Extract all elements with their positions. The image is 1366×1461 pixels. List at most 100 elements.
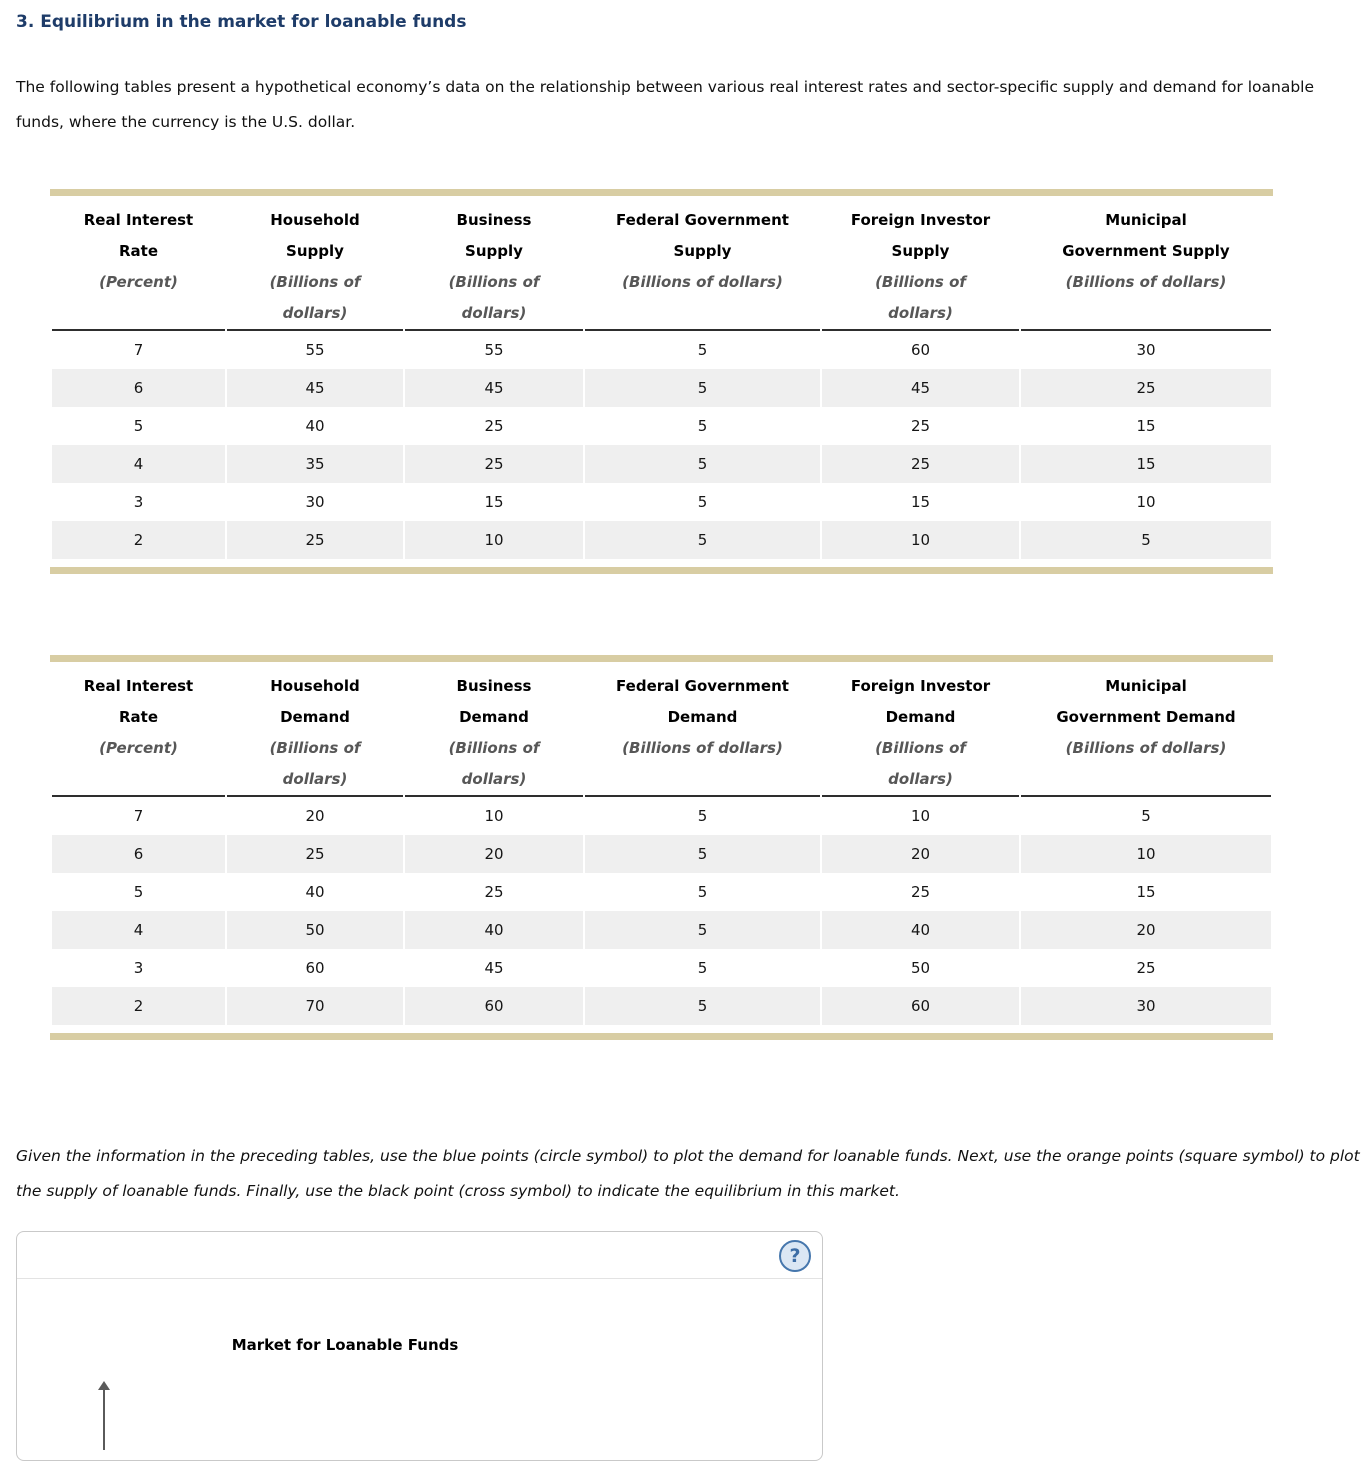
column-unit: (Percent): [99, 739, 178, 757]
column-unit: (Billions of dollars): [875, 273, 966, 322]
column-unit: (Billions of dollars): [1065, 739, 1227, 757]
table-cell: 15: [822, 483, 1019, 521]
table-cell: 45: [822, 369, 1019, 407]
table-row: 6 25 20 5 20 10: [52, 835, 1271, 873]
graph-panel-header: ?: [17, 1232, 822, 1279]
section-heading: 3. Equilibrium in the market for loanabl…: [16, 12, 467, 32]
column-header-municipal-government-demand: Municipal Government Demand (Billions of …: [1021, 662, 1271, 797]
table-cell: 50: [822, 949, 1019, 987]
y-axis-arrow-icon: [98, 1381, 110, 1390]
y-axis-line: [103, 1390, 105, 1450]
column-unit: (Billions of dollars): [1065, 273, 1227, 291]
column-header-household-demand: Household Demand (Billions of dollars): [227, 662, 403, 797]
column-unit: (Billions of dollars): [448, 739, 540, 788]
column-header-foreign-investor-supply: Foreign Investor Supply (Billions of dolla…: [822, 196, 1019, 331]
table-cell: 40: [405, 911, 583, 949]
column-title: Real Interest Rate: [83, 211, 194, 260]
table-cell: 15: [1021, 407, 1271, 445]
column-title: Business Demand: [456, 677, 532, 726]
table-cell: 5: [585, 331, 820, 369]
table-cell: 2: [52, 521, 225, 559]
table-cell: 40: [227, 873, 403, 911]
column-title: Municipal Government Supply: [1062, 211, 1230, 260]
table-cell: 40: [227, 407, 403, 445]
header-row: Real Interest Rate (Percent) Household Dem…: [52, 662, 1271, 797]
table-cell: 20: [227, 797, 403, 835]
table-cell: 25: [1021, 369, 1271, 407]
table-cell: 60: [227, 949, 403, 987]
column-title: Household Demand: [270, 677, 360, 726]
column-title: Foreign Investor Supply: [850, 211, 991, 260]
table-cell: 2: [52, 987, 225, 1025]
table-cell: 5: [585, 521, 820, 559]
column-header-real-interest-rate: Real Interest Rate (Percent): [52, 662, 225, 797]
table-row: 5 40 25 5 25 15: [52, 407, 1271, 445]
table-cell: 5: [585, 407, 820, 445]
table-cell: 5: [585, 987, 820, 1025]
column-unit: (Billions of dollars): [448, 273, 540, 322]
table-cell: 10: [1021, 835, 1271, 873]
table-cell: 25: [227, 521, 403, 559]
table-cell: 5: [585, 797, 820, 835]
column-unit: (Billions of dollars): [269, 739, 361, 788]
column-header-federal-government-supply: Federal Government Supply (Billions of do…: [585, 196, 820, 331]
column-unit: (Billions of dollars): [269, 273, 361, 322]
table-cell: 10: [405, 521, 583, 559]
table-cell: 25: [405, 407, 583, 445]
table-cell: 45: [405, 949, 583, 987]
plot-instructions: Given the information in the preceding t…: [16, 1147, 1360, 1200]
column-title: Federal Government Supply: [616, 211, 789, 260]
column-unit: (Percent): [99, 273, 178, 291]
help-icon[interactable]: ?: [779, 1240, 811, 1272]
column-header-federal-government-demand: Federal Government Demand (Billions of do…: [585, 662, 820, 797]
table-cell: 10: [405, 797, 583, 835]
table-cell: 5: [585, 835, 820, 873]
table-cell: 30: [227, 483, 403, 521]
table-bottom-bar: [50, 1033, 1273, 1040]
table-cell: 5: [1021, 521, 1271, 559]
table-cell: 15: [1021, 873, 1271, 911]
table-row: 2 70 60 5 60 30: [52, 987, 1271, 1025]
table-cell: 15: [1021, 445, 1271, 483]
table-gap: [50, 559, 1273, 567]
table-row: 2 25 10 5 10 5: [52, 521, 1271, 559]
supply-table: Real Interest Rate (Percent) Household Sup…: [50, 189, 1273, 574]
table-row: 5 40 25 5 25 15: [52, 873, 1271, 911]
table-cell: 5: [585, 873, 820, 911]
table-cell: 20: [1021, 911, 1271, 949]
table-cell: 25: [227, 835, 403, 873]
table-cell: 25: [822, 445, 1019, 483]
column-header-business-supply: Business Supply (Billions of dollars): [405, 196, 583, 331]
table-cell: 5: [585, 911, 820, 949]
graph-panel: ? Market for Loanable Funds: [16, 1231, 823, 1461]
table-cell: 25: [405, 873, 583, 911]
table-cell: 6: [52, 369, 225, 407]
table-cell: 25: [1021, 949, 1271, 987]
table-cell: 60: [822, 987, 1019, 1025]
column-header-business-demand: Business Demand (Billions of dollars): [405, 662, 583, 797]
column-header-real-interest-rate: Real Interest Rate (Percent): [52, 196, 225, 331]
table-cell: 10: [1021, 483, 1271, 521]
column-unit: (Billions of dollars): [622, 273, 783, 291]
header-row: Real Interest Rate (Percent) Household Sup…: [52, 196, 1271, 331]
table-gap: [50, 1025, 1273, 1033]
table-cell: 50: [227, 911, 403, 949]
table-row: 4 50 40 5 40 20: [52, 911, 1271, 949]
table-cell: 5: [585, 369, 820, 407]
column-title: Federal Government Demand: [616, 677, 789, 726]
table-cell: 25: [405, 445, 583, 483]
table-cell: 5: [585, 483, 820, 521]
table-cell: 3: [52, 949, 225, 987]
table-cell: 15: [405, 483, 583, 521]
table-cell: 35: [227, 445, 403, 483]
column-title: Business Supply: [456, 211, 532, 260]
table-cell: 5: [585, 949, 820, 987]
table-top-bar: [50, 655, 1273, 662]
demand-table: Real Interest Rate (Percent) Household Dem…: [50, 655, 1273, 1040]
table-cell: 25: [822, 407, 1019, 445]
column-header-household-supply: Household Supply (Billions of dollars): [227, 196, 403, 331]
table-cell: 70: [227, 987, 403, 1025]
table-cell: 6: [52, 835, 225, 873]
table-cell: 5: [52, 873, 225, 911]
table-cell: 5: [52, 407, 225, 445]
